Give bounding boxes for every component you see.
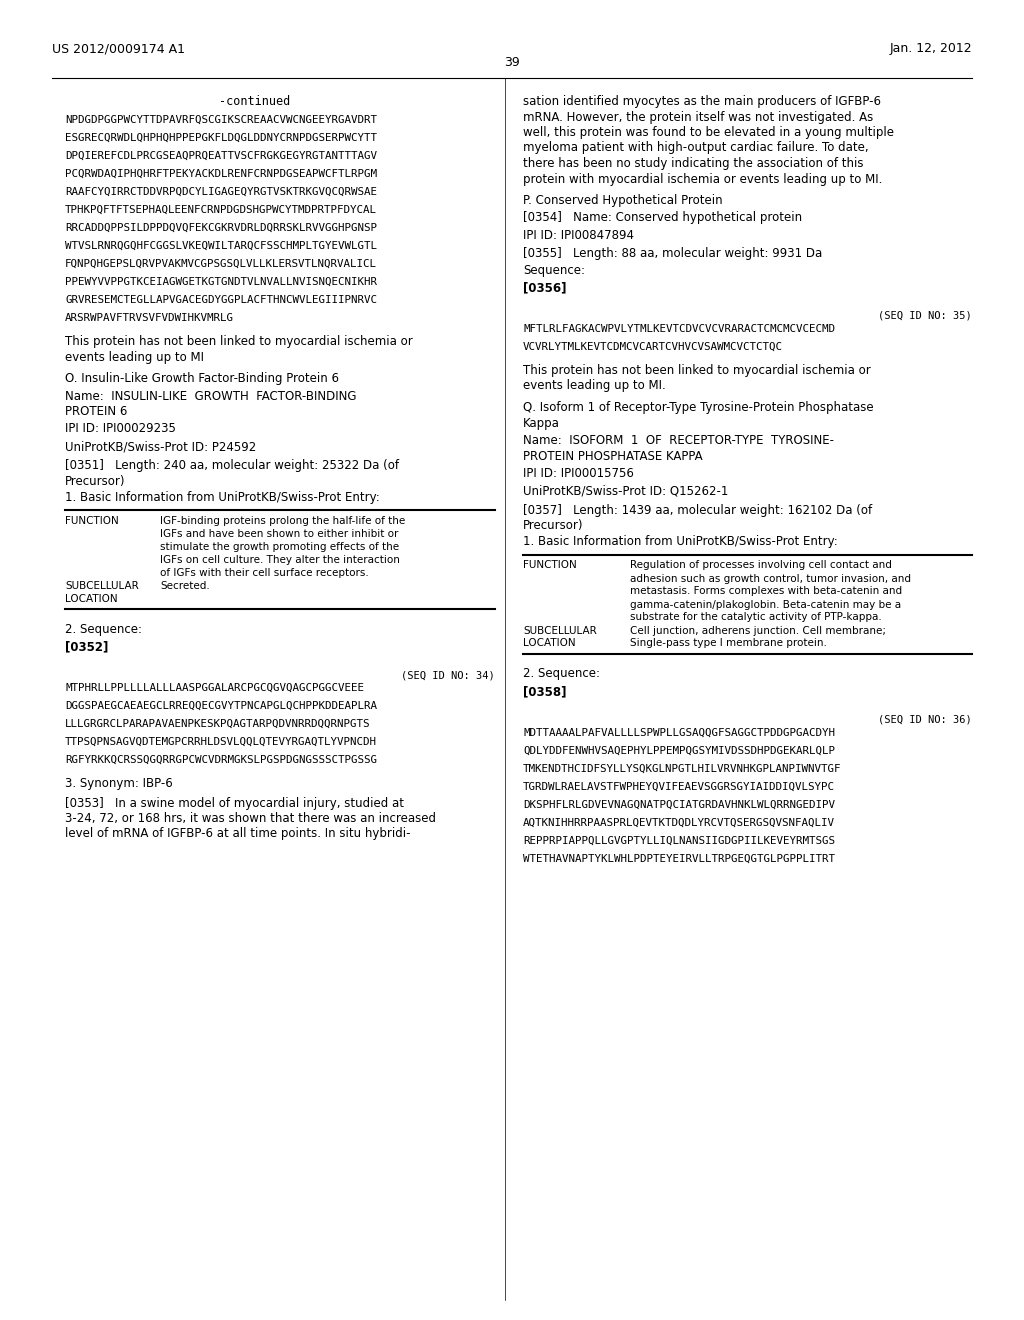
Text: Name:  ISOFORM  1  OF  RECEPTOR-TYPE  TYROSINE-: Name: ISOFORM 1 OF RECEPTOR-TYPE TYROSIN… [523,434,834,447]
Text: level of mRNA of IGFBP-6 at all time points. In situ hybridi-: level of mRNA of IGFBP-6 at all time poi… [65,828,411,841]
Text: GRVRESEMCTEGLLAPVGACEGDYGGPLACFTHNCWVLEGIIIPNRVC: GRVRESEMCTEGLLAPVGACEGDYGGPLACFTHNCWVLEG… [65,294,377,305]
Text: [0352]: [0352] [65,640,109,653]
Text: protein with myocardial ischemia or events leading up to MI.: protein with myocardial ischemia or even… [523,173,883,186]
Text: UniProtKB/Swiss-Prot ID: P24592: UniProtKB/Swiss-Prot ID: P24592 [65,440,256,453]
Text: DGGSPAEGCAEAEGCLRREQQECGVYTPNCAPGLQCHPPKDDEAPLRA: DGGSPAEGCAEAEGCLRREQQECGVYTPNCAPGLQCHPPK… [65,701,377,711]
Text: PPEWYVVPPGTKCEIAGWGETKGTGNDTVLNVALLNVISNQECNIKHR: PPEWYVVPPGTKCEIAGWGETKGTGNDTVLNVALLNVISN… [65,277,377,286]
Text: 2. Sequence:: 2. Sequence: [65,623,142,636]
Text: Name:  INSULIN-LIKE  GROWTH  FACTOR-BINDING: Name: INSULIN-LIKE GROWTH FACTOR-BINDING [65,389,356,403]
Text: MFTLRLFAGKACWPVLYTMLKEVTCDVCVCVRARACTCMCMCVCECMD: MFTLRLFAGKACWPVLYTMLKEVTCDVCVCVRARACTCMC… [523,323,835,334]
Text: SUBCELLULAR: SUBCELLULAR [523,626,597,635]
Text: (SEQ ID NO: 35): (SEQ ID NO: 35) [879,312,972,321]
Text: FQNPQHGEPSLQRVPVAKMVCGPSGSQLVLLKLERSVTLNQRVALICL: FQNPQHGEPSLQRVPVAKMVCGPSGSQLVLLKLERSVTLN… [65,259,377,269]
Text: This protein has not been linked to myocardial ischemia or: This protein has not been linked to myoc… [65,335,413,348]
Text: TMKENDTHCIDFSYLLYSQKGLNPGTLHILVRVNHKGPLANPIWNVTGF: TMKENDTHCIDFSYLLYSQKGLNPGTLHILVRVNHKGPLA… [523,763,842,774]
Text: Precursor): Precursor) [523,520,584,532]
Text: 3-24, 72, or 168 hrs, it was shown that there was an increased: 3-24, 72, or 168 hrs, it was shown that … [65,812,436,825]
Text: IGFs on cell culture. They alter the interaction: IGFs on cell culture. They alter the int… [160,554,400,565]
Text: AQTKNIHHRRPAASPRLQEVTKTDQDLYRCVTQSERGSQVSNFAQLIV: AQTKNIHHRRPAASPRLQEVTKTDQDLYRCVTQSERGSQV… [523,817,835,828]
Text: metastasis. Forms complexes with beta-catenin and: metastasis. Forms complexes with beta-ca… [630,586,902,597]
Text: there has been no study indicating the association of this: there has been no study indicating the a… [523,157,863,170]
Text: Kappa: Kappa [523,417,560,429]
Text: [0351]   Length: 240 aa, molecular weight: 25322 Da (of: [0351] Length: 240 aa, molecular weight:… [65,459,399,473]
Text: PROTEIN 6: PROTEIN 6 [65,405,127,418]
Text: IGFs and have been shown to either inhibit or: IGFs and have been shown to either inhib… [160,529,398,539]
Text: (SEQ ID NO: 34): (SEQ ID NO: 34) [401,671,495,680]
Text: FUNCTION: FUNCTION [65,516,119,525]
Text: RGFYRKKQCRSSQGQRRGPCWCVDRMGKSLPGSPDGNGSSSCTPGSSG: RGFYRKKQCRSSQGQRRGPCWCVDRMGKSLPGSPDGNGSS… [65,755,377,766]
Text: ESGRECQRWDLQHPHQHPPEPGKFLDQGLDDNYCRNPDGSERPWCYTT: ESGRECQRWDLQHPHQHPPEPGKFLDQGLDDNYCRNPDGS… [65,133,377,143]
Text: events leading up to MI: events leading up to MI [65,351,204,363]
Text: Cell junction, adherens junction. Cell membrane;: Cell junction, adherens junction. Cell m… [630,626,886,635]
Text: [0355]   Length: 88 aa, molecular weight: 9931 Da: [0355] Length: 88 aa, molecular weight: … [523,247,822,260]
Text: RAAFCYQIRRCTDDVRPQDCYLIGAGEQYRGTVSKTRKGVQCQRWSAE: RAAFCYQIRRCTDDVRPQDCYLIGAGEQYRGTVSKTRKGV… [65,187,377,197]
Text: mRNA. However, the protein itself was not investigated. As: mRNA. However, the protein itself was no… [523,111,873,124]
Text: [0357]   Length: 1439 aa, molecular weight: 162102 Da (of: [0357] Length: 1439 aa, molecular weight… [523,504,872,517]
Text: Sequence:: Sequence: [523,264,585,277]
Text: [0358]: [0358] [523,685,566,698]
Text: gamma-catenin/plakoglobin. Beta-catenin may be a: gamma-catenin/plakoglobin. Beta-catenin … [630,599,901,610]
Text: LOCATION: LOCATION [523,639,575,648]
Text: 39: 39 [504,55,520,69]
Text: myeloma patient with high-output cardiac failure. To date,: myeloma patient with high-output cardiac… [523,141,868,154]
Text: stimulate the growth promoting effects of the: stimulate the growth promoting effects o… [160,543,399,552]
Text: WTETHAVNAPTYKLWHLPDPTEYEIRVLLTRPGEQGTGLPGPPLITRT: WTETHAVNAPTYKLWHLPDPTEYEIRVLLTRPGEQGTGLP… [523,854,835,863]
Text: PROTEIN PHOSPHATASE KAPPA: PROTEIN PHOSPHATASE KAPPA [523,450,702,462]
Text: TPHKPQFTFTSEPHAQLEENFCRNPDGDSHGPWCYTMDPRTPFDYCAL: TPHKPQFTFTSEPHAQLEENFCRNPDGDSHGPWCYTMDPR… [65,205,377,215]
Text: Secreted.: Secreted. [160,581,210,591]
Text: Precursor): Precursor) [65,475,126,488]
Text: Jan. 12, 2012: Jan. 12, 2012 [890,42,972,55]
Text: O. Insulin-Like Growth Factor-Binding Protein 6: O. Insulin-Like Growth Factor-Binding Pr… [65,372,339,385]
Text: RRCADDQPPSILDPPDQVQFEKCGKRVDRLDQRRSKLRVVGGHPGNSP: RRCADDQPPSILDPPDQVQFEKCGKRVDRLDQRRSKLRVV… [65,223,377,234]
Text: IPI ID: IPI00015756: IPI ID: IPI00015756 [523,467,634,480]
Text: [0356]: [0356] [523,281,566,294]
Text: of IGFs with their cell surface receptors.: of IGFs with their cell surface receptor… [160,568,369,578]
Text: -continued: -continued [219,95,291,108]
Text: sation identified myocytes as the main producers of IGFBP-6: sation identified myocytes as the main p… [523,95,881,108]
Text: QDLYDDFENWHVSAQEPHYLPPEMPQGSYMIVDSSDHPDGEKARLQLP: QDLYDDFENWHVSAQEPHYLPPEMPQGSYMIVDSSDHPDG… [523,746,835,755]
Text: LOCATION: LOCATION [65,594,118,605]
Text: [0354]   Name: Conserved hypothetical protein: [0354] Name: Conserved hypothetical prot… [523,211,802,224]
Text: (SEQ ID NO: 36): (SEQ ID NO: 36) [879,714,972,725]
Text: FUNCTION: FUNCTION [523,561,577,570]
Text: 3. Synonym: IBP-6: 3. Synonym: IBP-6 [65,777,173,789]
Text: LLLGRGRCLPARAPAVAENPKESKPQAGTARPQDVNRRDQQRNPGTS: LLLGRGRCLPARAPAVAENPKESKPQAGTARPQDVNRRDQ… [65,719,371,729]
Text: IGF-binding proteins prolong the half-life of the: IGF-binding proteins prolong the half-li… [160,516,406,525]
Text: SUBCELLULAR: SUBCELLULAR [65,581,138,591]
Text: substrate for the catalytic activity of PTP-kappa.: substrate for the catalytic activity of … [630,612,882,623]
Text: VCVRLYTMLKEVTCDMCVCARTCVHVCVSAWMCVCTCTQC: VCVRLYTMLKEVTCDMCVCARTCVHVCVSAWMCVCTCTQC [523,342,783,352]
Text: Single-pass type I membrane protein.: Single-pass type I membrane protein. [630,639,826,648]
Text: 1. Basic Information from UniProtKB/Swiss-Prot Entry:: 1. Basic Information from UniProtKB/Swis… [65,491,380,503]
Text: MDTTAAAALPAFVALLLLSPWPLLGSAQQGFSAGGCTPDDGPGACDYH: MDTTAAAALPAFVALLLLSPWPLLGSAQQGFSAGGCTPDD… [523,727,835,738]
Text: TGRDWLRAELAVSTFWPHEYQVIFEAEVSGGRSGYIAIDDIQVLSYPC: TGRDWLRAELAVSTFWPHEYQVIFEAEVSGGRSGYIAIDD… [523,781,835,792]
Text: US 2012/0009174 A1: US 2012/0009174 A1 [52,42,185,55]
Text: This protein has not been linked to myocardial ischemia or: This protein has not been linked to myoc… [523,364,870,378]
Text: IPI ID: IPI00029235: IPI ID: IPI00029235 [65,422,176,436]
Text: Q. Isoform 1 of Receptor-Type Tyrosine-Protein Phosphatase: Q. Isoform 1 of Receptor-Type Tyrosine-P… [523,401,873,414]
Text: DPQIEREFCDLPRCGSEAQPRQEATTVSCFRGKGEGYRGTANTTTAGV: DPQIEREFCDLPRCGSEAQPRQEATTVSCFRGKGEGYRGT… [65,150,377,161]
Text: DKSPHFLRLGDVEVNAGQNATPQCIATGRDAVHNKLWLQRRNGEDIPV: DKSPHFLRLGDVEVNAGQNATPQCIATGRDAVHNKLWLQR… [523,800,835,809]
Text: WTVSLRNRQGQHFCGGSLVKEQWILTARQCFSSCHMPLTGYEVWLGTL: WTVSLRNRQGQHFCGGSLVKEQWILTARQCFSSCHMPLTG… [65,242,377,251]
Text: REPPRPIAPPQLLGVGPTYLLIQLNANSIIGDGPIILKEVEYRMTSGS: REPPRPIAPPQLLGVGPTYLLIQLNANSIIGDGPIILKEV… [523,836,835,846]
Text: NPDGDPGGPWCYTTDPAVRFQSCGIKSCREAACVWCNGEEYRGAVDRT: NPDGDPGGPWCYTTDPAVRFQSCGIKSCREAACVWCNGEE… [65,115,377,125]
Text: 1. Basic Information from UniProtKB/Swiss-Prot Entry:: 1. Basic Information from UniProtKB/Swis… [523,535,838,548]
Text: TTPSQPNSAGVQDTEMGPCRRHLDSVLQQLQTEVYRGAQTLYVPNCDH: TTPSQPNSAGVQDTEMGPCRRHLDSVLQQLQTEVYRGAQT… [65,737,377,747]
Text: [0353]   In a swine model of myocardial injury, studied at: [0353] In a swine model of myocardial in… [65,796,404,809]
Text: Regulation of processes involving cell contact and: Regulation of processes involving cell c… [630,561,892,570]
Text: events leading up to MI.: events leading up to MI. [523,380,666,392]
Text: MTPHRLLPPLLLLALLLAASPGGALARCPGCQGVQAGCPGGCVEEE: MTPHRLLPPLLLLALLLAASPGGALARCPGCQGVQAGCPG… [65,682,364,693]
Text: PCQRWDAQIPHQHRFTPEKYACKDLRENFCRNPDGSEAPWCFTLRPGM: PCQRWDAQIPHQHRFTPEKYACKDLRENFCRNPDGSEAPW… [65,169,377,180]
Text: adhesion such as growth control, tumor invasion, and: adhesion such as growth control, tumor i… [630,573,911,583]
Text: UniProtKB/Swiss-Prot ID: Q15262-1: UniProtKB/Swiss-Prot ID: Q15262-1 [523,484,728,498]
Text: well, this protein was found to be elevated in a young multiple: well, this protein was found to be eleva… [523,125,894,139]
Text: 2. Sequence:: 2. Sequence: [523,668,600,681]
Text: ARSRWPAVFTRVSVFVDWIHKVMRLG: ARSRWPAVFTRVSVFVDWIHKVMRLG [65,313,234,323]
Text: P. Conserved Hypothetical Protein: P. Conserved Hypothetical Protein [523,194,723,207]
Text: IPI ID: IPI00847894: IPI ID: IPI00847894 [523,228,634,242]
